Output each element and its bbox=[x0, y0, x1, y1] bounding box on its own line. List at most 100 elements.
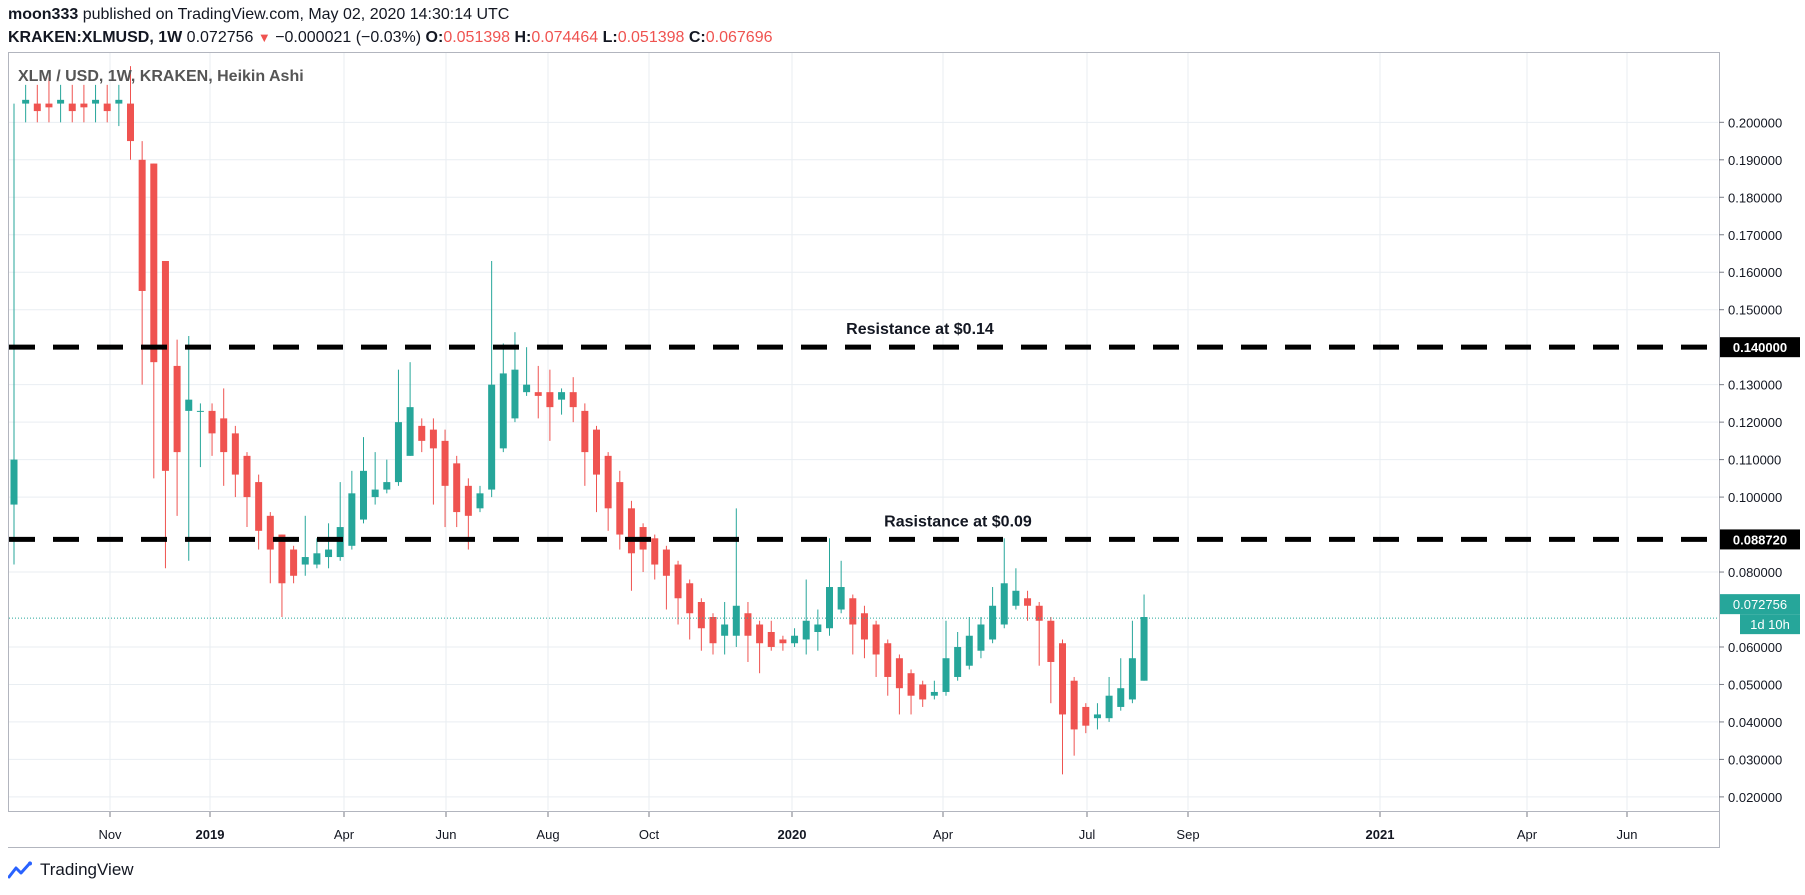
y-tick-label: 0.120000 bbox=[1728, 415, 1782, 430]
candle-body bbox=[965, 635, 973, 666]
candle-body bbox=[744, 613, 752, 636]
candle bbox=[674, 560, 682, 625]
candle-body bbox=[115, 99, 123, 104]
candle-body bbox=[651, 538, 659, 565]
candle-body bbox=[1140, 617, 1148, 681]
candle-body bbox=[616, 482, 624, 535]
candle-body bbox=[371, 489, 379, 498]
tradingview-logo-icon[interactable] bbox=[8, 861, 34, 879]
candle bbox=[954, 631, 962, 681]
candle bbox=[581, 403, 589, 486]
candle bbox=[884, 639, 892, 696]
candle bbox=[278, 534, 286, 618]
y-tick-label: 0.030000 bbox=[1728, 752, 1782, 767]
publish-text: published on TradingView.com, May 02, 20… bbox=[82, 6, 510, 23]
candle bbox=[10, 103, 18, 565]
candle bbox=[325, 523, 333, 569]
brand-name[interactable]: TradingView bbox=[40, 860, 134, 879]
candle bbox=[196, 403, 204, 468]
candle-body bbox=[977, 624, 985, 651]
candle-body bbox=[394, 422, 402, 483]
candle bbox=[732, 508, 740, 647]
chart-title: XLM / USD, 1W, KRAKEN, Heikin Ashi bbox=[18, 68, 304, 85]
candle bbox=[266, 512, 274, 584]
x-tick-label: Jun bbox=[1617, 827, 1638, 842]
footer: TradingView bbox=[8, 860, 134, 880]
candle bbox=[348, 470, 356, 550]
open-label: O: bbox=[425, 29, 444, 46]
candle bbox=[1082, 703, 1090, 734]
candle-body bbox=[22, 99, 30, 104]
candle bbox=[92, 84, 100, 123]
candle bbox=[942, 620, 950, 696]
candle bbox=[895, 654, 903, 715]
symbol-name[interactable]: KRAKEN:XLMUSD, 1W bbox=[8, 29, 183, 46]
x-tick-label: 2019 bbox=[196, 827, 225, 842]
price-axis[interactable]: 0.200000 0.190000 0.180000 0.170000 0.160000… bbox=[1719, 115, 1782, 805]
candle bbox=[977, 617, 985, 659]
x-tick-label: Aug bbox=[536, 827, 559, 842]
high-value: 0.074464 bbox=[531, 29, 599, 46]
candle bbox=[336, 482, 344, 561]
last-price-badge-text: 0.072756 bbox=[1733, 597, 1787, 612]
candle bbox=[779, 635, 787, 651]
candle bbox=[546, 369, 554, 441]
candle bbox=[744, 602, 752, 662]
candle-body bbox=[1105, 695, 1113, 719]
candle bbox=[185, 335, 193, 561]
candle bbox=[476, 485, 484, 513]
candle-body bbox=[464, 485, 472, 516]
close-label: C: bbox=[688, 29, 706, 46]
candle-body bbox=[336, 527, 344, 558]
candle-body bbox=[581, 410, 589, 453]
candle-body bbox=[837, 587, 845, 610]
candle-body bbox=[313, 553, 321, 565]
author-name[interactable]: moon333 bbox=[8, 6, 79, 23]
candle-body bbox=[266, 515, 274, 550]
candle-body bbox=[196, 410, 204, 412]
candle-body bbox=[954, 646, 962, 677]
candle bbox=[767, 620, 775, 651]
candle bbox=[429, 418, 437, 505]
candle bbox=[1012, 568, 1020, 610]
candle bbox=[243, 452, 251, 528]
candle bbox=[1093, 703, 1101, 730]
candle-body bbox=[127, 103, 134, 142]
candle-body bbox=[138, 159, 146, 291]
y-tick-label: 0.080000 bbox=[1728, 565, 1782, 580]
candle bbox=[791, 628, 799, 647]
candle-body bbox=[45, 103, 53, 108]
candle bbox=[231, 425, 239, 498]
close-value: 0.067696 bbox=[705, 29, 773, 46]
candle-body bbox=[208, 410, 216, 434]
candle bbox=[383, 459, 391, 494]
candle bbox=[662, 545, 670, 610]
candle bbox=[360, 437, 367, 524]
candle-body bbox=[779, 639, 787, 644]
candle-body bbox=[1047, 620, 1055, 662]
level-price-badge bbox=[1720, 529, 1800, 550]
candle-body bbox=[511, 369, 519, 419]
candle bbox=[907, 669, 915, 715]
y-tick-label: 0.040000 bbox=[1728, 715, 1782, 730]
y-tick-label: 0.200000 bbox=[1728, 115, 1782, 130]
x-tick-label: Jun bbox=[436, 827, 457, 842]
x-tick-label: Jul bbox=[1079, 827, 1096, 842]
candle bbox=[103, 84, 111, 123]
candle-body bbox=[453, 463, 461, 513]
candle-body bbox=[441, 440, 449, 486]
candle-body bbox=[604, 455, 612, 509]
candle bbox=[616, 470, 624, 550]
candle bbox=[150, 163, 158, 479]
candle bbox=[161, 260, 169, 569]
candle-body bbox=[1035, 605, 1043, 621]
y-tick-label: 0.110000 bbox=[1728, 453, 1781, 468]
time-axis[interactable]: Nov 2019 Apr Jun Aug Oct 2020 Apr Jul Sep 2021 Apr J… bbox=[98, 812, 1637, 842]
down-arrow-icon: ▼ bbox=[257, 30, 271, 45]
candle-body bbox=[919, 684, 927, 700]
candle bbox=[651, 534, 659, 580]
candle-body bbox=[662, 549, 670, 576]
candle-body bbox=[92, 99, 100, 104]
candle bbox=[1140, 594, 1148, 681]
